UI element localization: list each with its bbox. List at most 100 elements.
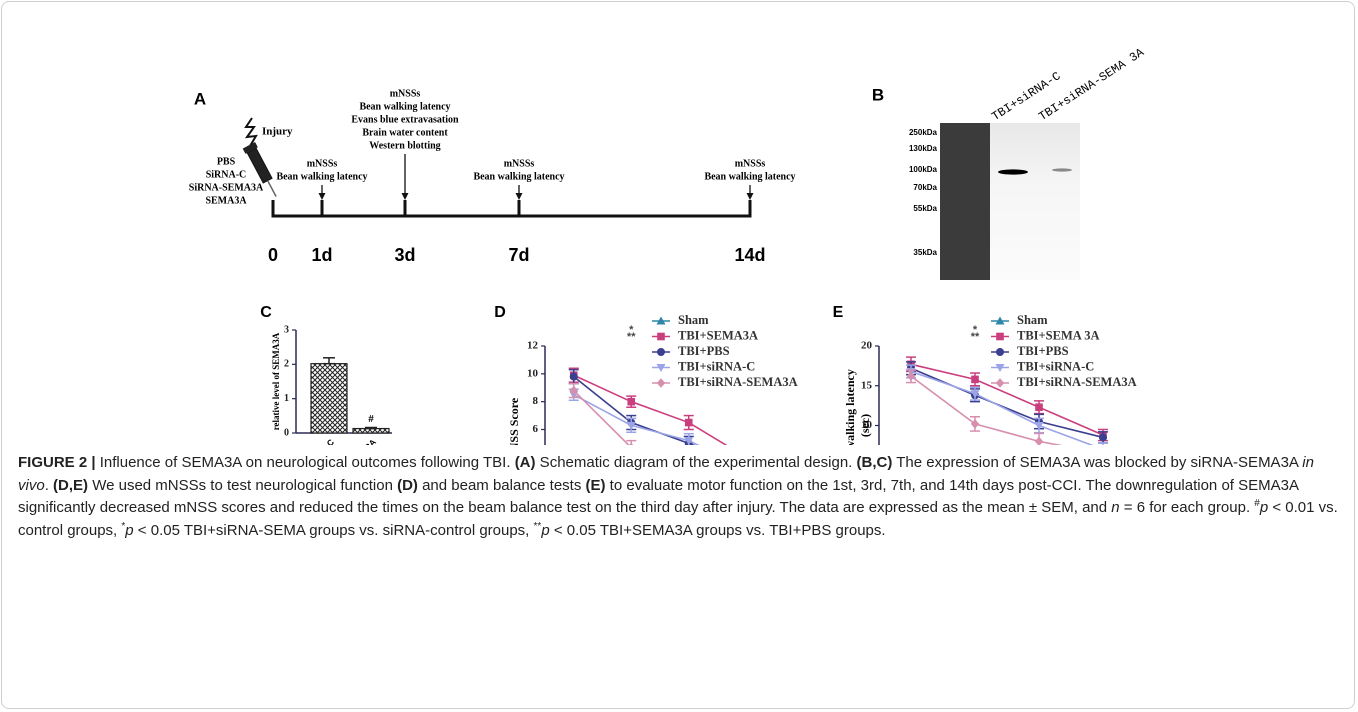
error-bar: [365, 428, 377, 429]
annotation: **: [627, 331, 636, 343]
caption-text: (E): [586, 477, 606, 494]
legend-label: TBI+SEMA3A: [678, 328, 758, 342]
blot-band: [1052, 168, 1072, 171]
test-label: mNSSs: [307, 158, 338, 169]
panel-label: A: [194, 89, 206, 108]
y-tick-label: 15: [861, 379, 873, 391]
marker: [996, 333, 1004, 341]
marker-label: 55kDa: [913, 204, 937, 213]
timepoint-label: 0: [268, 245, 278, 265]
arrow-head: [319, 193, 326, 200]
legend-label: Sham: [678, 313, 709, 327]
legend-label: TBI+PBS: [678, 344, 730, 358]
y-axis-label: mNSS Score: [507, 397, 521, 445]
blot-sample-lanes: [990, 123, 1080, 280]
error-bar: [1098, 443, 1108, 445]
caption-text: (D,E): [53, 477, 88, 494]
series-line: [574, 391, 747, 445]
caption-text: n: [1111, 499, 1119, 516]
legend-label: TBI+siRNA-C: [678, 359, 755, 373]
test-label: Bean walking latency: [704, 171, 795, 182]
marker-label: 70kDa: [913, 183, 937, 192]
error-bar: [323, 358, 335, 364]
timepoint-label: 1d: [311, 245, 332, 265]
test-label: mNSSs: [504, 158, 535, 169]
arrow-head: [747, 193, 754, 200]
test-label: Bean walking latency: [473, 171, 564, 182]
y-tick-label: 2: [284, 359, 289, 370]
caption-text: Influence of SEMA3A on neurological outc…: [96, 454, 515, 471]
marker-label: 130kDa: [909, 144, 938, 153]
treatment-label: SEMA3A: [205, 195, 247, 206]
test-label: mNSSs: [735, 158, 766, 169]
annotation: #: [368, 414, 374, 425]
caption-text: < 0.05 TBI+SEMA3A groups vs. TBI+PBS gro…: [550, 522, 886, 539]
treatment-label: SiRNA-SEMA3A: [189, 182, 264, 193]
legend-label: TBI+siRNA-SEMA3A: [1017, 375, 1137, 389]
figure: A Injury PBS SiRNA-C SiRNA-SEMA3A SEMA3A 0 1d mN…: [0, 0, 1358, 445]
caption-text: FIGURE 2 |: [18, 454, 96, 471]
test-label: Brain water content: [362, 127, 448, 138]
y-axis-label: Beam walking latency: [843, 369, 857, 445]
caption-text: p: [1260, 499, 1268, 516]
panel-label: E: [833, 304, 844, 321]
test-label: Evans blue extravasation: [351, 114, 459, 125]
injury-label: Injury: [262, 126, 293, 138]
page: {"diagram": {"panel": "A", "injury": "In…: [0, 0, 1358, 712]
legend-label: TBI+SEMA 3A: [1017, 328, 1100, 342]
marker: [570, 373, 578, 381]
y-tick-label: 3: [284, 324, 289, 335]
marker: [1035, 437, 1043, 445]
annotation: **: [971, 331, 980, 343]
treatment-label: PBS: [217, 156, 236, 167]
caption-text: (A): [515, 454, 536, 471]
caption-text: We used mNSSs to test neurological funct…: [88, 477, 397, 494]
blot-band: [998, 169, 1028, 174]
caption-text: < 0.05 TBI+siRNA-SEMA groups vs. siRNA-c…: [134, 522, 534, 539]
treatment-label: SiRNA-C: [206, 169, 247, 180]
marker-label: 35kDa: [913, 248, 937, 257]
lightning-icon: [246, 118, 256, 146]
caption-text: p: [125, 522, 133, 539]
caption-text: = 6 for each group.: [1120, 499, 1255, 516]
panel-label: D: [494, 304, 506, 321]
caption-text: (D): [397, 477, 418, 494]
marker: [1035, 403, 1043, 411]
test-label: mNSSs: [390, 88, 421, 99]
marker: [657, 378, 665, 388]
series-line: [574, 395, 747, 445]
marker-label: 250kDa: [909, 128, 938, 137]
caption-text: Schematic diagram of the experimental de…: [536, 454, 857, 471]
panel-label: B: [872, 85, 884, 104]
test-label: Bean walking latency: [276, 171, 367, 182]
blot-marker-lane: [940, 123, 990, 280]
caption-text: .: [45, 477, 53, 494]
caption: FIGURE 2 | Influence of SEMA3A on neurol…: [18, 452, 1340, 542]
y-tick-label: 8: [533, 395, 539, 407]
marker: [996, 348, 1004, 356]
arrow-head: [402, 193, 409, 200]
y-tick-label: 6: [533, 423, 539, 435]
marker: [657, 348, 665, 356]
arrow-head: [516, 193, 523, 200]
marker: [971, 419, 979, 429]
bar: [311, 364, 347, 433]
legend-label: TBI+PBS: [1017, 344, 1069, 358]
marker: [657, 333, 665, 341]
legend-label: TBI+siRNA-SEMA3A: [678, 375, 798, 389]
y-axis-label: relative level of SEMA3A: [271, 332, 281, 430]
legend-label: TBI+siRNA-C: [1017, 359, 1094, 373]
marker: [627, 398, 635, 406]
marker: [1099, 433, 1107, 441]
marker: [996, 378, 1004, 388]
y-tick-label: 0: [284, 427, 289, 438]
legend-label: Sham: [1017, 313, 1048, 327]
timepoint-label: 7d: [508, 245, 529, 265]
timepoint-label: 3d: [394, 245, 415, 265]
y-tick-label: 12: [527, 340, 539, 352]
test-label: Western blotting: [369, 140, 440, 151]
y-tick-label: 1: [284, 393, 289, 404]
y-axis-label: (sec): [858, 414, 872, 437]
y-tick-label: 20: [861, 340, 873, 352]
timepoint-label: 14d: [734, 245, 765, 265]
